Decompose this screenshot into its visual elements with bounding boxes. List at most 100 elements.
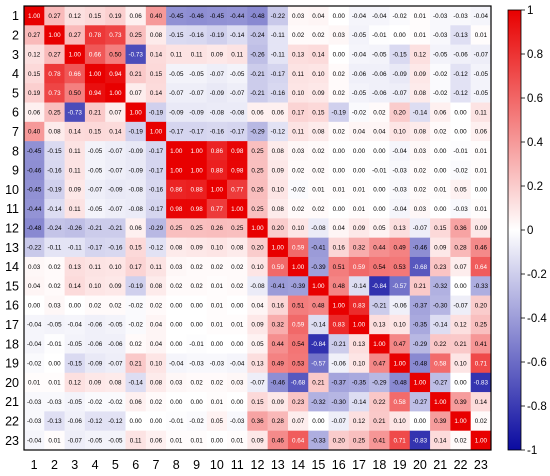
heatmap-cell xyxy=(369,237,390,258)
heatmap-cell xyxy=(389,314,411,335)
heatmap-cell xyxy=(389,199,411,219)
cell-value-label: -0.19 xyxy=(332,109,347,116)
cell-value-label: 0.02 xyxy=(333,71,346,78)
heatmap-cell xyxy=(287,372,309,393)
heatmap-cell xyxy=(24,199,45,219)
cell-value-label: 0.04 xyxy=(333,225,346,232)
heatmap-cell xyxy=(389,392,411,412)
cell-value-label: 0.15 xyxy=(89,13,102,20)
cell-value-label: 0.71 xyxy=(393,438,406,445)
heatmap-cell xyxy=(267,237,289,258)
heatmap-cell xyxy=(348,392,370,412)
heatmap-cell xyxy=(24,63,45,84)
heatmap-cell xyxy=(64,199,86,219)
y-tick-label: 1 xyxy=(12,9,19,23)
plot-frame xyxy=(23,5,492,451)
heatmap-cell xyxy=(389,295,411,316)
cell-value-label: -0.12 xyxy=(453,71,468,78)
cell-value-label: -0.29 xyxy=(149,225,164,232)
cell-value-label: 0.00 xyxy=(373,148,386,155)
heatmap-cell xyxy=(328,411,350,431)
heatmap-cell xyxy=(328,63,350,84)
heatmap-cell xyxy=(44,141,65,161)
heatmap-cell xyxy=(470,121,492,142)
cell-value-label: 0.04 xyxy=(28,283,41,290)
heatmap-cell xyxy=(470,411,492,431)
cell-value-label: 0.21 xyxy=(89,109,102,116)
y-tick-label: 5 xyxy=(12,86,19,100)
cell-value-label: -0.05 xyxy=(88,167,103,174)
heatmap-cell xyxy=(24,141,45,161)
x-axis-ticks: 1 2 3 4 5 6 7 8 9 10 11 12 13 14 15 16 17 18 19 20 21 22 23 xyxy=(31,458,488,472)
heatmap-cell xyxy=(369,6,390,26)
heatmap-cell xyxy=(145,314,167,335)
cell-value-label: -0.02 xyxy=(433,90,448,97)
cell-value-label: -0.17 xyxy=(149,206,164,213)
cell-value-label: -0.09 xyxy=(392,71,407,78)
cell-value-label: 0.00 xyxy=(170,322,183,329)
heatmap-cell xyxy=(287,392,309,412)
heatmap-cell xyxy=(369,83,390,103)
heatmap-cell xyxy=(409,44,431,65)
cell-value-label: -0.02 xyxy=(291,187,306,194)
heatmap-cell xyxy=(145,160,167,181)
heatmap-cell xyxy=(64,430,86,451)
heatmap-cell xyxy=(287,314,309,335)
cell-value-label: 0.50 xyxy=(69,90,82,97)
cell-value-label: 0.02 xyxy=(373,109,386,116)
heatmap-cell xyxy=(125,353,147,374)
heatmap-cell xyxy=(227,83,248,103)
heatmap-cell xyxy=(44,102,65,123)
cell-value-label: 0.01 xyxy=(353,206,366,213)
cell-value-label: 0.04 xyxy=(150,341,163,348)
heatmap-cell xyxy=(44,179,65,200)
cell-value-label: -0.05 xyxy=(68,399,83,406)
heatmap-cell xyxy=(409,6,431,26)
cell-value-label: -0.03 xyxy=(433,32,448,39)
heatmap-cell xyxy=(44,372,65,393)
cell-value-label: -0.17 xyxy=(169,129,184,136)
heatmap-cell xyxy=(84,6,106,26)
cell-value-label: 0.01 xyxy=(312,187,325,194)
heatmap-cell xyxy=(105,334,126,354)
heatmap-cell xyxy=(308,372,329,393)
cell-value-label: -0.09 xyxy=(128,167,143,174)
cell-value-label: 0.02 xyxy=(231,283,244,290)
heatmap-cell xyxy=(287,430,309,451)
heatmap-cell xyxy=(145,392,167,412)
heatmap-cell xyxy=(247,218,268,238)
cell-value-label: 0.51 xyxy=(292,302,305,309)
heatmap-cell xyxy=(389,83,411,103)
heatmap-cell xyxy=(450,6,471,26)
heatmap-cell xyxy=(64,6,86,26)
cell-value-label: 0.02 xyxy=(109,302,122,309)
cell-value-label: 0.00 xyxy=(475,187,488,194)
cell-value-label: 0.59 xyxy=(353,264,366,271)
heatmap-cell xyxy=(24,102,45,123)
cell-value-label: -0.03 xyxy=(453,206,468,213)
cell-value-label: -0.05 xyxy=(352,32,367,39)
cell-value-label: 0.00 xyxy=(434,148,447,155)
heatmap-cell xyxy=(430,141,451,161)
cell-value-label: 0.00 xyxy=(454,109,467,116)
heatmap-cell xyxy=(44,63,65,84)
cell-value-label: 0.25 xyxy=(251,148,264,155)
cell-value-label: 0.02 xyxy=(312,32,325,39)
cell-value-label: -0.73 xyxy=(68,109,83,116)
cell-value-label: 1.00 xyxy=(393,360,406,367)
cell-value-label: 0.73 xyxy=(109,32,122,39)
heatmap-cell xyxy=(186,353,208,374)
cell-value-label: -0.45 xyxy=(27,148,42,155)
cell-value-label: 0.10 xyxy=(272,187,285,194)
cell-value-label: 0.03 xyxy=(292,148,305,155)
cell-value-label: 0.36 xyxy=(454,225,467,232)
heatmap-cell xyxy=(247,102,268,123)
cell-value-label: 0.41 xyxy=(373,438,386,445)
heatmap-cell xyxy=(470,6,492,26)
heatmap-cell xyxy=(389,237,411,258)
heatmap-cell xyxy=(64,141,86,161)
heatmap-cell xyxy=(328,160,350,181)
heatmap-cell xyxy=(430,314,451,335)
cell-value-label: 0.11 xyxy=(130,438,142,445)
cell-value-label: 0.12 xyxy=(353,418,366,425)
